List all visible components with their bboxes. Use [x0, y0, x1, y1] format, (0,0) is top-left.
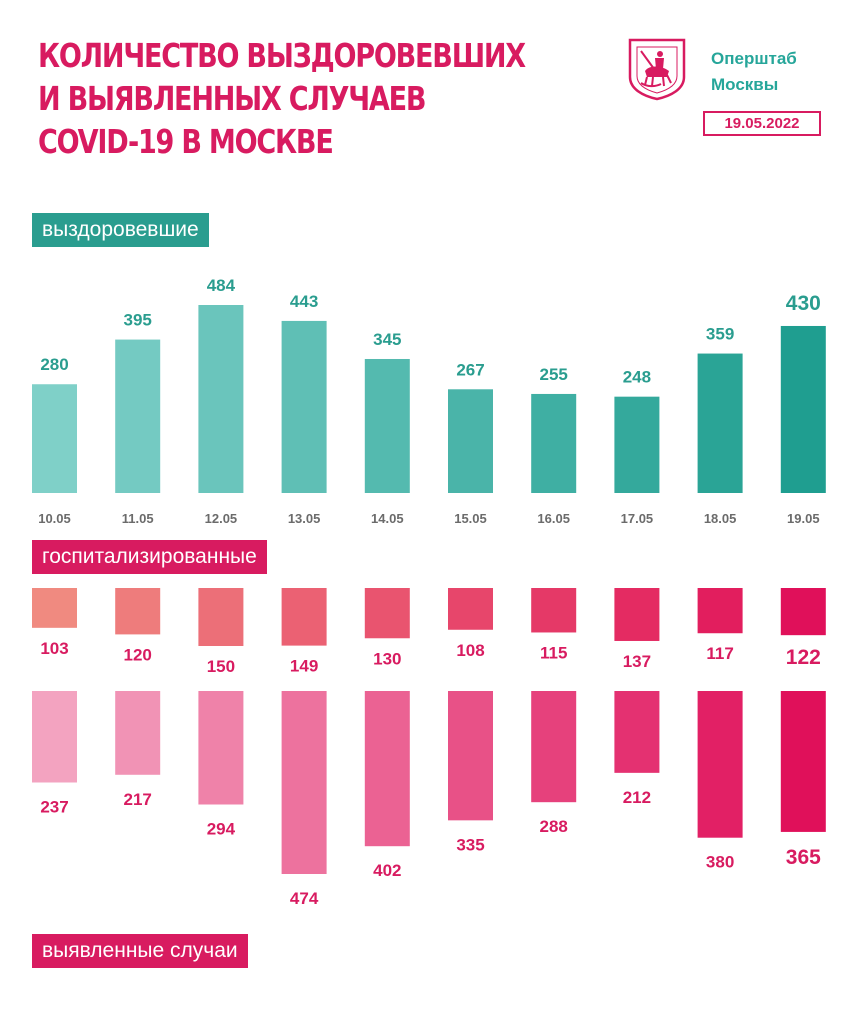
date-tick-label: 16.05 [537, 511, 570, 526]
date-tick-label: 14.05 [371, 511, 404, 526]
cases-bar [198, 691, 244, 805]
recovered-value-label: 430 [786, 292, 821, 315]
hospitalized-value-label: 130 [373, 649, 401, 668]
hospitalized-value-label: 122 [786, 646, 821, 669]
recovered-value-label: 359 [706, 325, 734, 344]
cases-value-label: 402 [373, 861, 401, 880]
hospitalized-value-label: 120 [124, 645, 152, 664]
recovered-value-label: 443 [290, 292, 318, 311]
hospitalized-bar [281, 588, 327, 646]
cases-bar [32, 691, 77, 783]
recovered-value-label: 484 [207, 276, 236, 295]
cases-value-label: 212 [623, 788, 651, 807]
org-line: Оперштаб [711, 49, 797, 68]
cases-value-label: 380 [706, 853, 734, 872]
recovered-bar [614, 396, 660, 493]
recovered-value-label: 345 [373, 330, 401, 349]
org-line: Москвы [711, 75, 779, 94]
cases-label: выявленные случаи [32, 934, 248, 968]
cases-value-label: 288 [540, 817, 568, 836]
cases-value-label: 294 [207, 820, 236, 839]
hospitalized-bar [198, 588, 244, 646]
cases-value-label: 217 [124, 790, 152, 809]
hospitalized-bar [364, 588, 410, 639]
hospitalized-bar [448, 588, 493, 630]
recovered-bar [697, 353, 743, 493]
recovered-bar [531, 393, 577, 493]
cases-value-label: 474 [290, 889, 319, 908]
date-tick-label: 15.05 [454, 511, 487, 526]
hospitalized-value-label: 137 [623, 652, 651, 671]
date-tick-label: 10.05 [38, 511, 71, 526]
date-tick-label: 13.05 [288, 511, 321, 526]
title-line: COVID-19 В МОСКВЕ [38, 122, 334, 161]
recovered-bar [780, 325, 826, 493]
cases-bar [115, 691, 161, 775]
recovered-value-label: 248 [623, 368, 651, 387]
title-line: И ВЫЯВЛЕННЫХ СЛУЧАЕВ [38, 79, 427, 118]
hospitalized-bar [697, 588, 743, 634]
recovered-bar [281, 320, 327, 493]
recovered-bar [448, 389, 493, 493]
date-tick-label: 17.05 [621, 511, 654, 526]
hospitalized-value-label: 115 [540, 643, 567, 662]
recovered-bar [364, 358, 410, 493]
date-tick-label: 18.05 [704, 511, 737, 526]
cases-value-label: 365 [786, 846, 821, 869]
moscow-coat-of-arms-icon [627, 37, 687, 101]
recovered-label: выздоровевшие [32, 213, 209, 247]
date-badge: 19.05.2022 [703, 111, 821, 136]
title-line: КОЛИЧЕСТВО ВЫЗДОРОВЕВШИХ [38, 36, 526, 75]
hospitalized-value-label: 149 [290, 657, 318, 676]
cases-bar [448, 691, 493, 821]
hospitalized-bar [614, 588, 660, 641]
hospitalized-value-label: 117 [706, 644, 733, 663]
recovered-value-label: 395 [124, 311, 152, 330]
date-tick-label: 11.05 [122, 511, 154, 526]
recovered-value-label: 280 [40, 355, 68, 374]
hospitalized-label: госпитализированные [32, 540, 267, 574]
cases-bar [281, 691, 327, 874]
hospitalized-value-label: 103 [40, 639, 68, 658]
page-title: КОЛИЧЕСТВО ВЫЗДОРОВЕВШИХ И ВЫЯВЛЕННЫХ СЛ… [38, 34, 526, 163]
cases-bar [697, 691, 743, 838]
hospitalized-bar [780, 588, 826, 636]
recovered-bar [115, 339, 161, 493]
cases-value-label: 237 [40, 798, 68, 817]
hospitalized-bar [115, 588, 161, 635]
hospitalized-bar [32, 588, 77, 628]
cases-bar [614, 691, 660, 773]
date-tick-label: 12.05 [205, 511, 238, 526]
cases-bar [364, 691, 410, 847]
recovered-bar [32, 384, 77, 493]
recovered-bar [198, 305, 244, 493]
hospitalized-value-label: 150 [207, 657, 235, 676]
hospitalized-bar [531, 588, 577, 633]
cases-value-label: 335 [456, 835, 484, 854]
date-tick-label: 19.05 [787, 511, 820, 526]
cases-bar [780, 691, 826, 832]
recovered-value-label: 267 [456, 360, 484, 379]
organization-name: Оперштаб Москвы [711, 46, 797, 98]
cases-bar [531, 691, 577, 803]
hospitalized-value-label: 108 [456, 641, 484, 660]
recovered-value-label: 255 [540, 365, 568, 384]
